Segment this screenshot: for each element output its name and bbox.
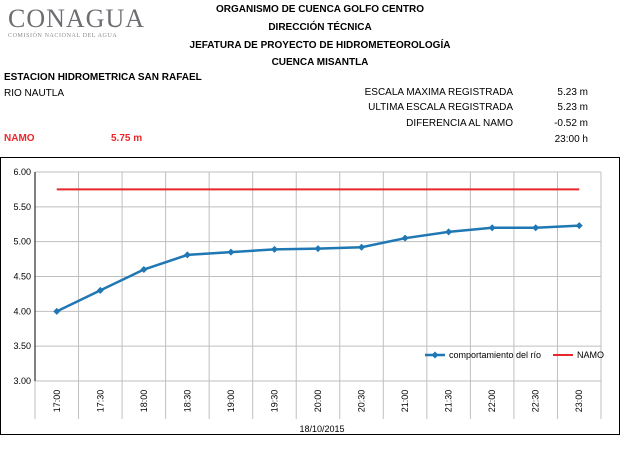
river-data-point [314, 245, 322, 253]
x-tick-label: 17:30 [95, 390, 105, 413]
y-tick-label: 5.00 [13, 237, 31, 247]
river-data-point [358, 243, 366, 251]
river-name: RIO NAUTLA [4, 88, 65, 99]
header-basin: CUENCA MISANTLA [271, 57, 369, 68]
y-tick-label: 3.00 [13, 376, 31, 386]
river-data-point [401, 234, 409, 242]
y-tick-label: 5.50 [13, 202, 31, 212]
x-tick-label: 21:30 [444, 390, 454, 413]
x-tick-label: 20:30 [357, 390, 367, 413]
river-data-point [270, 245, 278, 253]
last-reading-time: 23:00 h [554, 134, 588, 145]
conagua-logo: CONAGUA COMISIÓN NACIONAL DEL AGUA [8, 4, 145, 40]
logo-subtitle: COMISIÓN NACIONAL DEL AGUA [8, 33, 118, 39]
chart-frame [0, 157, 620, 435]
x-tick-label: 23:00 [574, 390, 584, 413]
x-tick-label: 22:30 [531, 390, 541, 413]
max-scale-value: 5.23 m [557, 87, 588, 98]
river-data-point [532, 224, 540, 232]
header-department: JEFATURA DE PROYECTO DE HIDROMETEOROLOGÍ… [189, 40, 451, 51]
legend-river-marker [431, 351, 439, 359]
x-tick-label: 22:00 [487, 390, 497, 413]
river-data-point [227, 248, 235, 256]
y-tick-label: 6.00 [13, 167, 31, 177]
river-data-point [445, 228, 453, 236]
last-scale-label: ULTIMA ESCALA REGISTRADA [368, 102, 513, 113]
x-axis-date-label: 18/10/2015 [299, 424, 344, 434]
river-data-point [140, 266, 148, 274]
x-tick-label: 17:00 [52, 390, 62, 413]
y-tick-label: 4.00 [13, 306, 31, 316]
max-scale-label: ESCALA MAXIMA REGISTRADA [364, 87, 513, 98]
legend-namo-label: NAMO [577, 350, 604, 360]
river-data-point [575, 222, 583, 230]
namo-value: 5.75 m [111, 133, 143, 144]
x-tick-label: 18:30 [182, 390, 192, 413]
logo-name: CONAGUA [8, 4, 145, 33]
namo-difference-value: -0.52 m [554, 118, 588, 129]
legend-river-label: comportamiento del río [449, 350, 541, 360]
river-data-point [96, 286, 104, 294]
x-tick-label: 18:00 [139, 390, 149, 413]
x-tick-label: 21:00 [400, 390, 410, 413]
x-tick-label: 20:00 [313, 390, 323, 413]
river-series-line [56, 224, 580, 313]
header-organization: ORGANISMO DE CUENCA GOLFO CENTRO [216, 4, 424, 15]
x-tick-label: 19:30 [269, 390, 279, 413]
y-tick-label: 3.50 [13, 341, 31, 351]
x-tick-label: 19:00 [226, 390, 236, 413]
namo-label: NAMO [4, 133, 35, 144]
last-scale-value: 5.23 m [557, 102, 588, 113]
header-direction: DIRECCIÓN TÉCNICA [268, 22, 372, 33]
river-data-point [53, 307, 61, 315]
namo-difference-label: DIFERENCIA AL NAMO [406, 118, 513, 129]
y-tick-label: 4.50 [13, 272, 31, 282]
river-data-point [488, 224, 496, 232]
station-name: ESTACION HIDROMETRICA SAN RAFAEL [4, 72, 202, 83]
river-data-point [183, 251, 191, 259]
